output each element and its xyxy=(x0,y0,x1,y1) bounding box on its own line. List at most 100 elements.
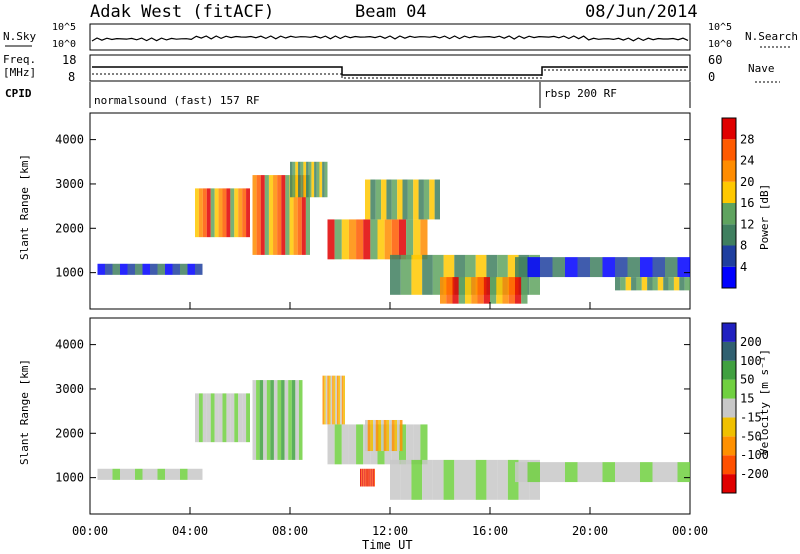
xtick-label: 16:00 xyxy=(472,524,508,538)
power-colorbar-swatch xyxy=(722,266,736,288)
velocity-band-8-cell xyxy=(370,468,372,487)
power-band-1-cell xyxy=(195,188,199,238)
velocity-band-3-cell xyxy=(322,375,325,425)
power-band-1-cell xyxy=(230,188,235,238)
nsearch-tick-top: 10^5 xyxy=(708,22,732,33)
power-band-9-cell xyxy=(636,277,642,291)
velocity-band-6-cell xyxy=(411,459,423,500)
power-band-4-cell xyxy=(413,219,421,260)
power-band-4-cell xyxy=(356,219,364,260)
velocity-band-4-cell xyxy=(406,424,414,465)
time-axis-label: Time UT xyxy=(362,538,413,552)
power-band-1-cell xyxy=(226,188,231,238)
nsky-tick-bottom: 10^0 xyxy=(52,39,76,50)
velocity-colorbar-swatch xyxy=(722,379,736,399)
velocity-band-7-cell xyxy=(627,462,640,483)
power-colorbar-tick: 28 xyxy=(740,132,754,146)
power-band-2-cell xyxy=(256,175,261,255)
power-band-4-cell xyxy=(327,219,335,260)
power-band-3-cell xyxy=(290,161,293,198)
power-band-3-cell xyxy=(306,161,309,198)
power-band-1-cell xyxy=(246,188,250,238)
velocity-band-0-cell xyxy=(142,468,150,480)
power-band-0-cell xyxy=(105,263,113,275)
power-band-9-cell xyxy=(657,277,664,291)
power-band-0-cell xyxy=(180,263,188,275)
power-colorbar-tick: 24 xyxy=(740,154,754,168)
power-ytick-label: 3000 xyxy=(55,177,84,191)
power-band-1-cell xyxy=(222,188,227,238)
velocity-band-7-cell xyxy=(552,462,565,483)
power-band-8-cell xyxy=(577,257,590,278)
velocity-band-3-cell xyxy=(333,375,336,425)
velocity-colorbar-tick: -200 xyxy=(740,467,769,481)
velocity-band-5-cell xyxy=(399,419,403,452)
velocity-band-1-cell xyxy=(218,393,223,443)
power-band-7-cell xyxy=(477,277,484,304)
xtick-label: 00:00 xyxy=(672,524,708,538)
velocity-band-3-cell xyxy=(330,375,333,425)
velocity-band-5-cell xyxy=(383,419,387,452)
power-colorbar-tick: 16 xyxy=(740,196,754,210)
power-band-9-cell xyxy=(641,277,648,291)
power-band-5-cell xyxy=(429,179,435,220)
velocity-band-5-cell xyxy=(367,419,371,452)
velocity-band-1-cell xyxy=(238,393,243,443)
power-band-8-cell xyxy=(677,257,690,278)
power-band-4-cell xyxy=(370,219,378,260)
velocity-colorbar-tick: 200 xyxy=(740,335,762,349)
power-band-6-cell xyxy=(507,254,519,295)
velocity-band-7-cell xyxy=(540,462,553,483)
velocity-data xyxy=(97,375,690,500)
velocity-band-0-cell xyxy=(105,468,113,480)
power-band-5-cell xyxy=(402,179,408,220)
power-band-4-cell xyxy=(384,219,392,260)
velocity-band-3-cell xyxy=(338,375,341,425)
power-band-5-cell xyxy=(413,179,419,220)
power-band-5-cell xyxy=(381,179,387,220)
power-band-8-cell xyxy=(565,257,578,278)
power-band-7-cell xyxy=(496,277,503,304)
velocity-band-5-cell xyxy=(378,419,382,452)
velocity-band-7-cell xyxy=(515,462,528,483)
power-band-7-cell xyxy=(502,277,509,304)
velocity-band-0-cell xyxy=(165,468,173,480)
power-colorbar-swatch xyxy=(722,118,736,140)
velocity-ytick-label: 2000 xyxy=(55,426,84,440)
velocity-band-6-cell xyxy=(443,459,455,500)
power-band-1-cell xyxy=(234,188,239,238)
beam-label: Beam 04 xyxy=(355,2,427,22)
velocity-band-2-cell xyxy=(256,380,260,460)
power-band-3-cell xyxy=(319,161,323,198)
velocity-ytick-label: 3000 xyxy=(55,382,84,396)
nave-tick-60: 60 xyxy=(708,53,722,67)
velocity-colorbar-tick: -15 xyxy=(740,410,762,424)
velocity-band-3-cell xyxy=(327,375,329,425)
power-band-8-cell xyxy=(602,257,615,278)
velocity-band-8-cell xyxy=(368,468,370,487)
nsky-trace xyxy=(91,35,689,42)
velocity-band-0-cell xyxy=(180,468,188,480)
power-band-9-cell xyxy=(652,277,658,291)
power-colorbar-tick: 20 xyxy=(740,175,754,189)
velocity-colorbar-swatch xyxy=(722,417,736,437)
velocity-colorbar-label: Velocity [m s⁻¹] xyxy=(758,349,771,455)
power-band-3-cell xyxy=(324,161,328,198)
power-colorbar-tick: 8 xyxy=(740,239,747,253)
velocity-band-2-cell xyxy=(270,380,274,460)
velocity-band-3-cell xyxy=(335,375,337,425)
power-band-2-cell xyxy=(281,175,286,255)
power-band-0-cell xyxy=(127,263,135,275)
velocity-band-4-cell xyxy=(327,424,335,465)
power-band-3-cell xyxy=(316,161,320,198)
velocity-band-1-cell xyxy=(226,393,231,443)
velocity-band-6-cell xyxy=(497,459,508,500)
velocity-band-6-cell xyxy=(475,459,487,500)
velocity-colorbar-frame xyxy=(721,322,737,494)
velocity-band-4-cell xyxy=(420,424,428,465)
power-band-6-cell xyxy=(454,254,465,295)
velocity-band-8-cell xyxy=(372,468,374,487)
nsearch-tick-bottom: 10^0 xyxy=(708,39,732,50)
power-band-8-cell xyxy=(615,257,628,278)
power-band-4-cell xyxy=(391,219,399,260)
